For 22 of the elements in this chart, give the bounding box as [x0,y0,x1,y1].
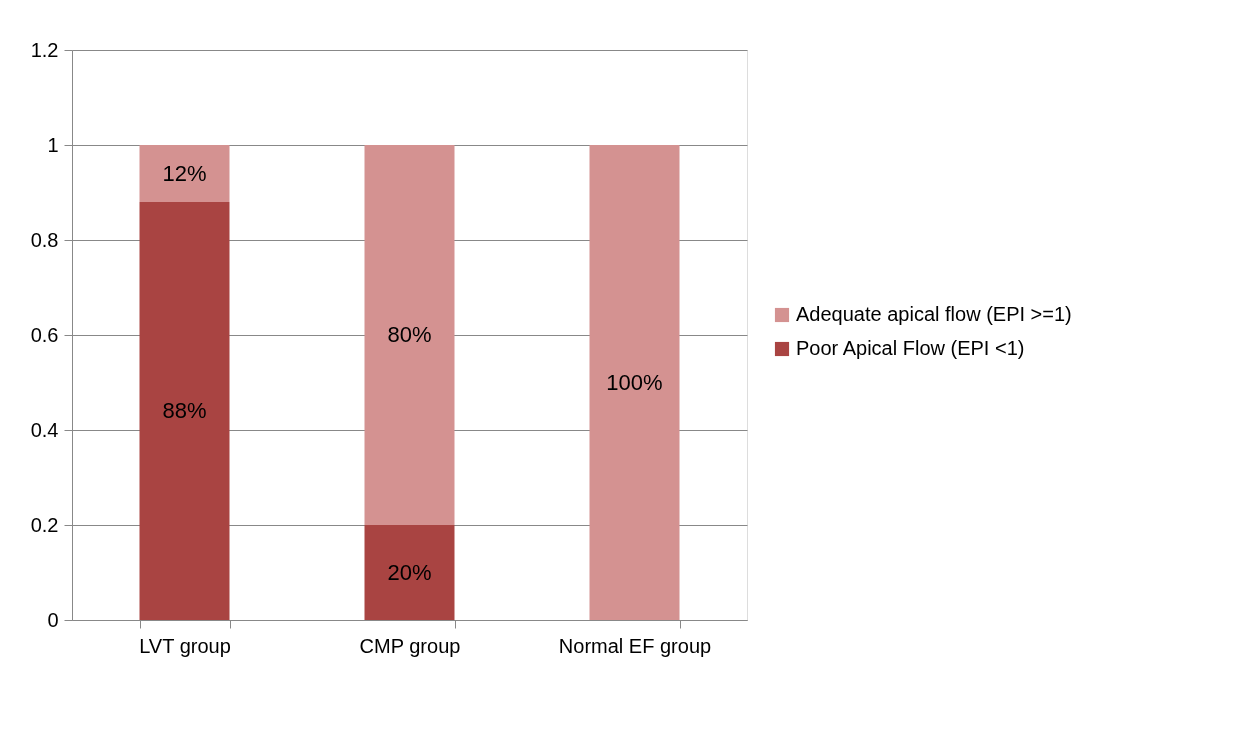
bar [364,145,455,525]
data-label: 88% [162,398,207,423]
data-label: 80% [387,322,432,347]
y-tick-label: 1.2 [30,38,59,61]
y-tick-label: 0.4 [30,418,59,441]
y-tick-label: 1 [47,133,59,156]
data-label: 20% [387,559,432,585]
legend-label: Poor Apical Flow (EPI <1) [796,337,1025,359]
legend-label: Adequate apical flow (EPI >=1) [796,303,1072,325]
y-tick-label: 0.8 [30,228,59,251]
y-tick-label: 0.6 [30,323,59,346]
bar [139,202,230,620]
data-label: 12% [162,160,207,186]
y-tick-label: 0 [47,608,59,631]
bar [364,525,455,620]
y-tick-label: 0.2 [30,513,59,536]
x-tick-label: Normal EF group [558,634,712,657]
bar [139,145,230,202]
x-tick-label: CMP group [359,634,461,657]
x-tick-label: LVT group [139,634,231,657]
bar [589,145,680,620]
data-label: 100% [606,369,663,395]
